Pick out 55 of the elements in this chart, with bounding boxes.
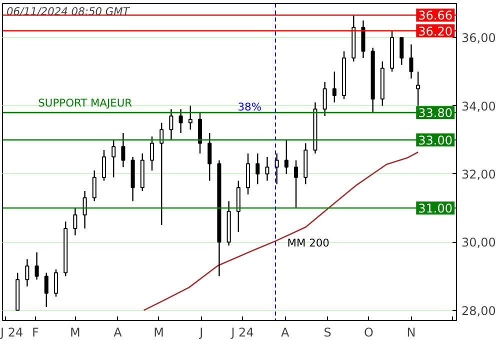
candlestick xyxy=(82,190,87,230)
y-tick-label: 36,00 xyxy=(462,31,496,46)
y-tick-label: 28,00 xyxy=(462,304,496,318)
ref-line-label: 36.66 xyxy=(418,8,453,23)
x-tick-label: M xyxy=(154,326,164,340)
x-tick-label: A xyxy=(114,326,123,340)
candlestick xyxy=(246,152,250,195)
candlestick xyxy=(121,132,126,168)
ref-line-label: 33.80 xyxy=(418,106,453,120)
candlestick xyxy=(416,71,420,106)
candlestick xyxy=(322,81,327,117)
annotation: SUPPORT MAJEUR xyxy=(38,96,133,110)
candlestick xyxy=(44,272,48,308)
annotation: 06/11/2024 08:50 GMT xyxy=(6,5,131,18)
candlestick xyxy=(102,149,106,182)
candlestick xyxy=(178,108,183,134)
x-tick-label: F xyxy=(32,326,39,340)
candlestick xyxy=(112,139,116,178)
y-tick-label: 32,00 xyxy=(462,167,496,182)
candlestick xyxy=(54,268,58,298)
x-tick-label: S xyxy=(324,326,332,340)
y-tick-label: 34,00 xyxy=(462,99,496,114)
candlestick xyxy=(294,160,298,209)
candlestick xyxy=(332,71,336,103)
candlestick xyxy=(73,207,78,236)
x-tick-label: N xyxy=(406,326,416,340)
candlestick xyxy=(256,152,260,185)
line-series xyxy=(143,151,419,311)
candlestick xyxy=(198,112,202,154)
candlestick xyxy=(150,136,154,172)
candlestick xyxy=(169,108,174,140)
x-tick-label: J 24 xyxy=(0,326,24,340)
candlestick xyxy=(160,122,164,226)
candlestick xyxy=(25,258,30,288)
ref-line-label: 33.00 xyxy=(418,133,453,148)
candlestick xyxy=(284,139,288,175)
y-tick-label: 30,00 xyxy=(462,236,496,250)
candlestick xyxy=(400,36,404,66)
candlestick xyxy=(265,156,270,182)
ref-line-label: 38% xyxy=(238,100,262,114)
x-tick-label: J xyxy=(198,326,204,340)
x-tick-label: A xyxy=(280,326,290,340)
candlestick xyxy=(92,170,96,202)
x-tick-label: J 24 xyxy=(230,326,254,340)
candlestick xyxy=(409,44,414,80)
candlestick xyxy=(208,132,212,182)
x-tick-label: O xyxy=(364,326,374,340)
candlestick xyxy=(236,180,240,232)
candlestick xyxy=(361,20,366,59)
candlestick xyxy=(188,105,192,130)
x-tick-label: M xyxy=(70,326,80,340)
annotation: MM 200 xyxy=(287,236,330,250)
candlestick xyxy=(34,252,39,280)
ref-line-label: 31.00 xyxy=(418,202,453,216)
ref-line-label: 36.20 xyxy=(418,24,453,38)
